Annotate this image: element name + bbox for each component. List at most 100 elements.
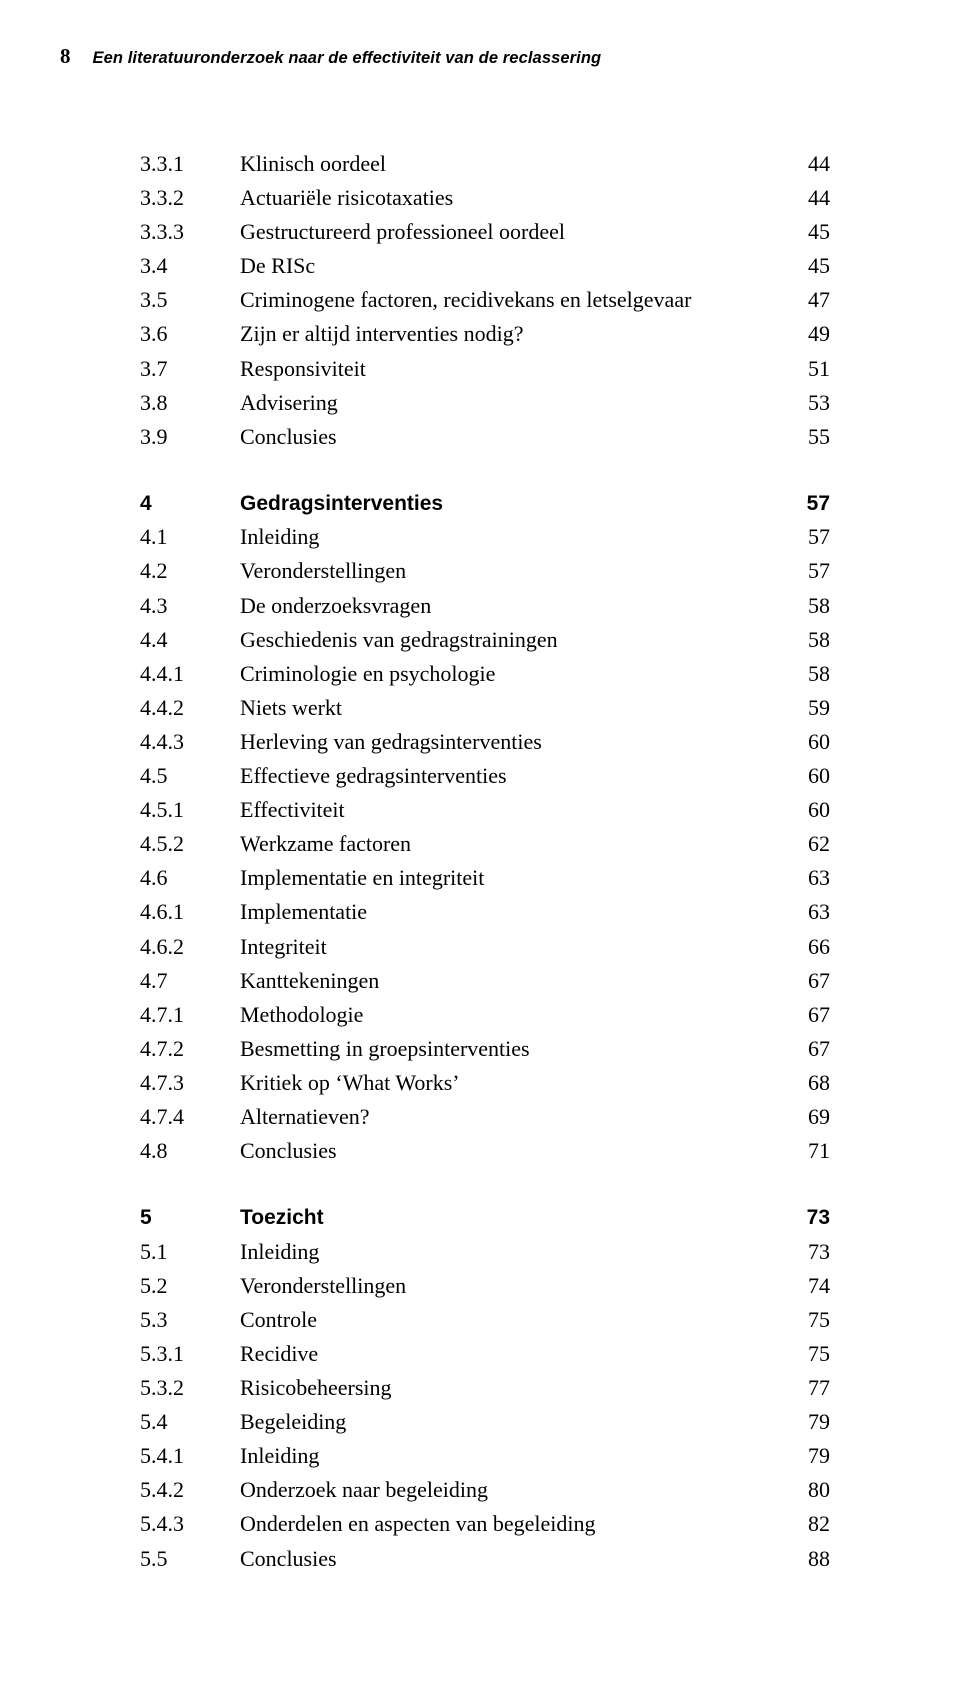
toc-title: Niets werkt [240, 691, 782, 725]
toc-row: 4.4Geschiedenis van gedragstrainingen58 [140, 623, 830, 657]
toc-title: Begeleiding [240, 1405, 782, 1439]
toc-title: Kanttekeningen [240, 964, 782, 998]
toc-number: 3.6 [140, 317, 240, 351]
toc-page: 60 [782, 793, 830, 827]
toc-row: 3.3.2Actuariële risicotaxaties44 [140, 181, 830, 215]
toc-page: 75 [782, 1303, 830, 1337]
toc-title: Conclusies [240, 420, 782, 454]
toc-row: 5.2Veronderstellingen74 [140, 1269, 830, 1303]
toc-row: 5.3.2Risicobeheersing77 [140, 1371, 830, 1405]
toc-title: Zijn er altijd interventies nodig? [240, 317, 782, 351]
toc-row: 3.6Zijn er altijd interventies nodig?49 [140, 317, 830, 351]
toc-title: Criminogene factoren, recidivekans en le… [240, 283, 782, 317]
toc-page: 67 [782, 1032, 830, 1066]
toc-page: 57 [782, 520, 830, 554]
toc-number: 3.3.1 [140, 147, 240, 181]
toc-number: 3.3.2 [140, 181, 240, 215]
page-number: 8 [60, 44, 71, 69]
toc-number: 4.4.2 [140, 691, 240, 725]
toc-title: Responsiviteit [240, 352, 782, 386]
toc-title: Actuariële risicotaxaties [240, 181, 782, 215]
toc-row: 5.1Inleiding73 [140, 1235, 830, 1269]
toc-number: 3.8 [140, 386, 240, 420]
toc-page: 67 [782, 964, 830, 998]
toc-row: 5.4.2Onderzoek naar begeleiding80 [140, 1473, 830, 1507]
toc-page: 45 [782, 249, 830, 283]
toc-title: Veronderstellingen [240, 1269, 782, 1303]
toc-page: 63 [782, 895, 830, 929]
toc-row: 4.6Implementatie en integriteit63 [140, 861, 830, 895]
toc-row: 4.6.2Integriteit66 [140, 930, 830, 964]
toc-number: 3.5 [140, 283, 240, 317]
toc-number: 5.2 [140, 1269, 240, 1303]
toc-title: Toezicht [240, 1202, 782, 1235]
toc-page: 62 [782, 827, 830, 861]
toc-row: 4.4.3Herleving van gedragsinterventies60 [140, 725, 830, 759]
section-gap [140, 454, 830, 488]
toc-row: 4.5.1Effectiviteit60 [140, 793, 830, 827]
toc-row: 4.6.1Implementatie63 [140, 895, 830, 929]
running-header: 8 Een literatuuronderzoek naar de effect… [60, 44, 830, 69]
toc-number: 4.7.1 [140, 998, 240, 1032]
toc-page: 60 [782, 759, 830, 793]
page: 8 Een literatuuronderzoek naar de effect… [0, 0, 960, 1688]
toc-page: 88 [782, 1542, 830, 1576]
toc-title: Inleiding [240, 1439, 782, 1473]
toc-row: 5.4Begeleiding79 [140, 1405, 830, 1439]
toc-page: 58 [782, 657, 830, 691]
toc-row: 3.7Responsiviteit51 [140, 352, 830, 386]
toc-title: Conclusies [240, 1542, 782, 1576]
toc-title: Implementatie [240, 895, 782, 929]
toc-page: 59 [782, 691, 830, 725]
toc-number: 4.4.1 [140, 657, 240, 691]
toc-title: Effectiviteit [240, 793, 782, 827]
toc-page: 74 [782, 1269, 830, 1303]
toc-title: Besmetting in groepsinterventies [240, 1032, 782, 1066]
toc-page: 79 [782, 1405, 830, 1439]
toc-page: 44 [782, 147, 830, 181]
toc-number: 5.3 [140, 1303, 240, 1337]
toc-title: Inleiding [240, 520, 782, 554]
table-of-contents: 3.3.1Klinisch oordeel443.3.2Actuariële r… [140, 147, 830, 1576]
toc-page: 60 [782, 725, 830, 759]
toc-page: 47 [782, 283, 830, 317]
toc-title: De RISc [240, 249, 782, 283]
toc-page: 53 [782, 386, 830, 420]
toc-number: 4 [140, 488, 240, 521]
toc-title: Gedragsinterventies [240, 488, 782, 521]
toc-number: 5 [140, 1202, 240, 1235]
toc-row: 3.8Advisering53 [140, 386, 830, 420]
toc-title: Klinisch oordeel [240, 147, 782, 181]
toc-page: 82 [782, 1507, 830, 1541]
toc-page: 51 [782, 352, 830, 386]
toc-title: De onderzoeksvragen [240, 589, 782, 623]
toc-row: 3.3.3Gestructureerd professioneel oordee… [140, 215, 830, 249]
toc-title: Controle [240, 1303, 782, 1337]
toc-page: 58 [782, 623, 830, 657]
toc-page: 75 [782, 1337, 830, 1371]
toc-number: 4.6.1 [140, 895, 240, 929]
toc-page: 67 [782, 998, 830, 1032]
toc-number: 4.3 [140, 589, 240, 623]
toc-row: 3.3.1Klinisch oordeel44 [140, 147, 830, 181]
toc-title: Inleiding [240, 1235, 782, 1269]
toc-row: 4.4.2Niets werkt59 [140, 691, 830, 725]
toc-title: Werkzame factoren [240, 827, 782, 861]
toc-row: 4.8Conclusies71 [140, 1134, 830, 1168]
toc-title: Herleving van gedragsinterventies [240, 725, 782, 759]
toc-row: 4.5Effectieve gedragsinterventies60 [140, 759, 830, 793]
toc-row: 4.7.2Besmetting in groepsinterventies67 [140, 1032, 830, 1066]
toc-title: Conclusies [240, 1134, 782, 1168]
toc-page: 69 [782, 1100, 830, 1134]
toc-number: 4.8 [140, 1134, 240, 1168]
toc-row: 4.3De onderzoeksvragen58 [140, 589, 830, 623]
toc-title: Onderzoek naar begeleiding [240, 1473, 782, 1507]
toc-page: 58 [782, 589, 830, 623]
toc-title: Advisering [240, 386, 782, 420]
toc-row: 4.7.3Kritiek op ‘What Works’68 [140, 1066, 830, 1100]
toc-number: 5.4.2 [140, 1473, 240, 1507]
toc-page: 80 [782, 1473, 830, 1507]
toc-number: 4.2 [140, 554, 240, 588]
toc-title: Risicobeheersing [240, 1371, 782, 1405]
toc-row: 3.4De RISc45 [140, 249, 830, 283]
